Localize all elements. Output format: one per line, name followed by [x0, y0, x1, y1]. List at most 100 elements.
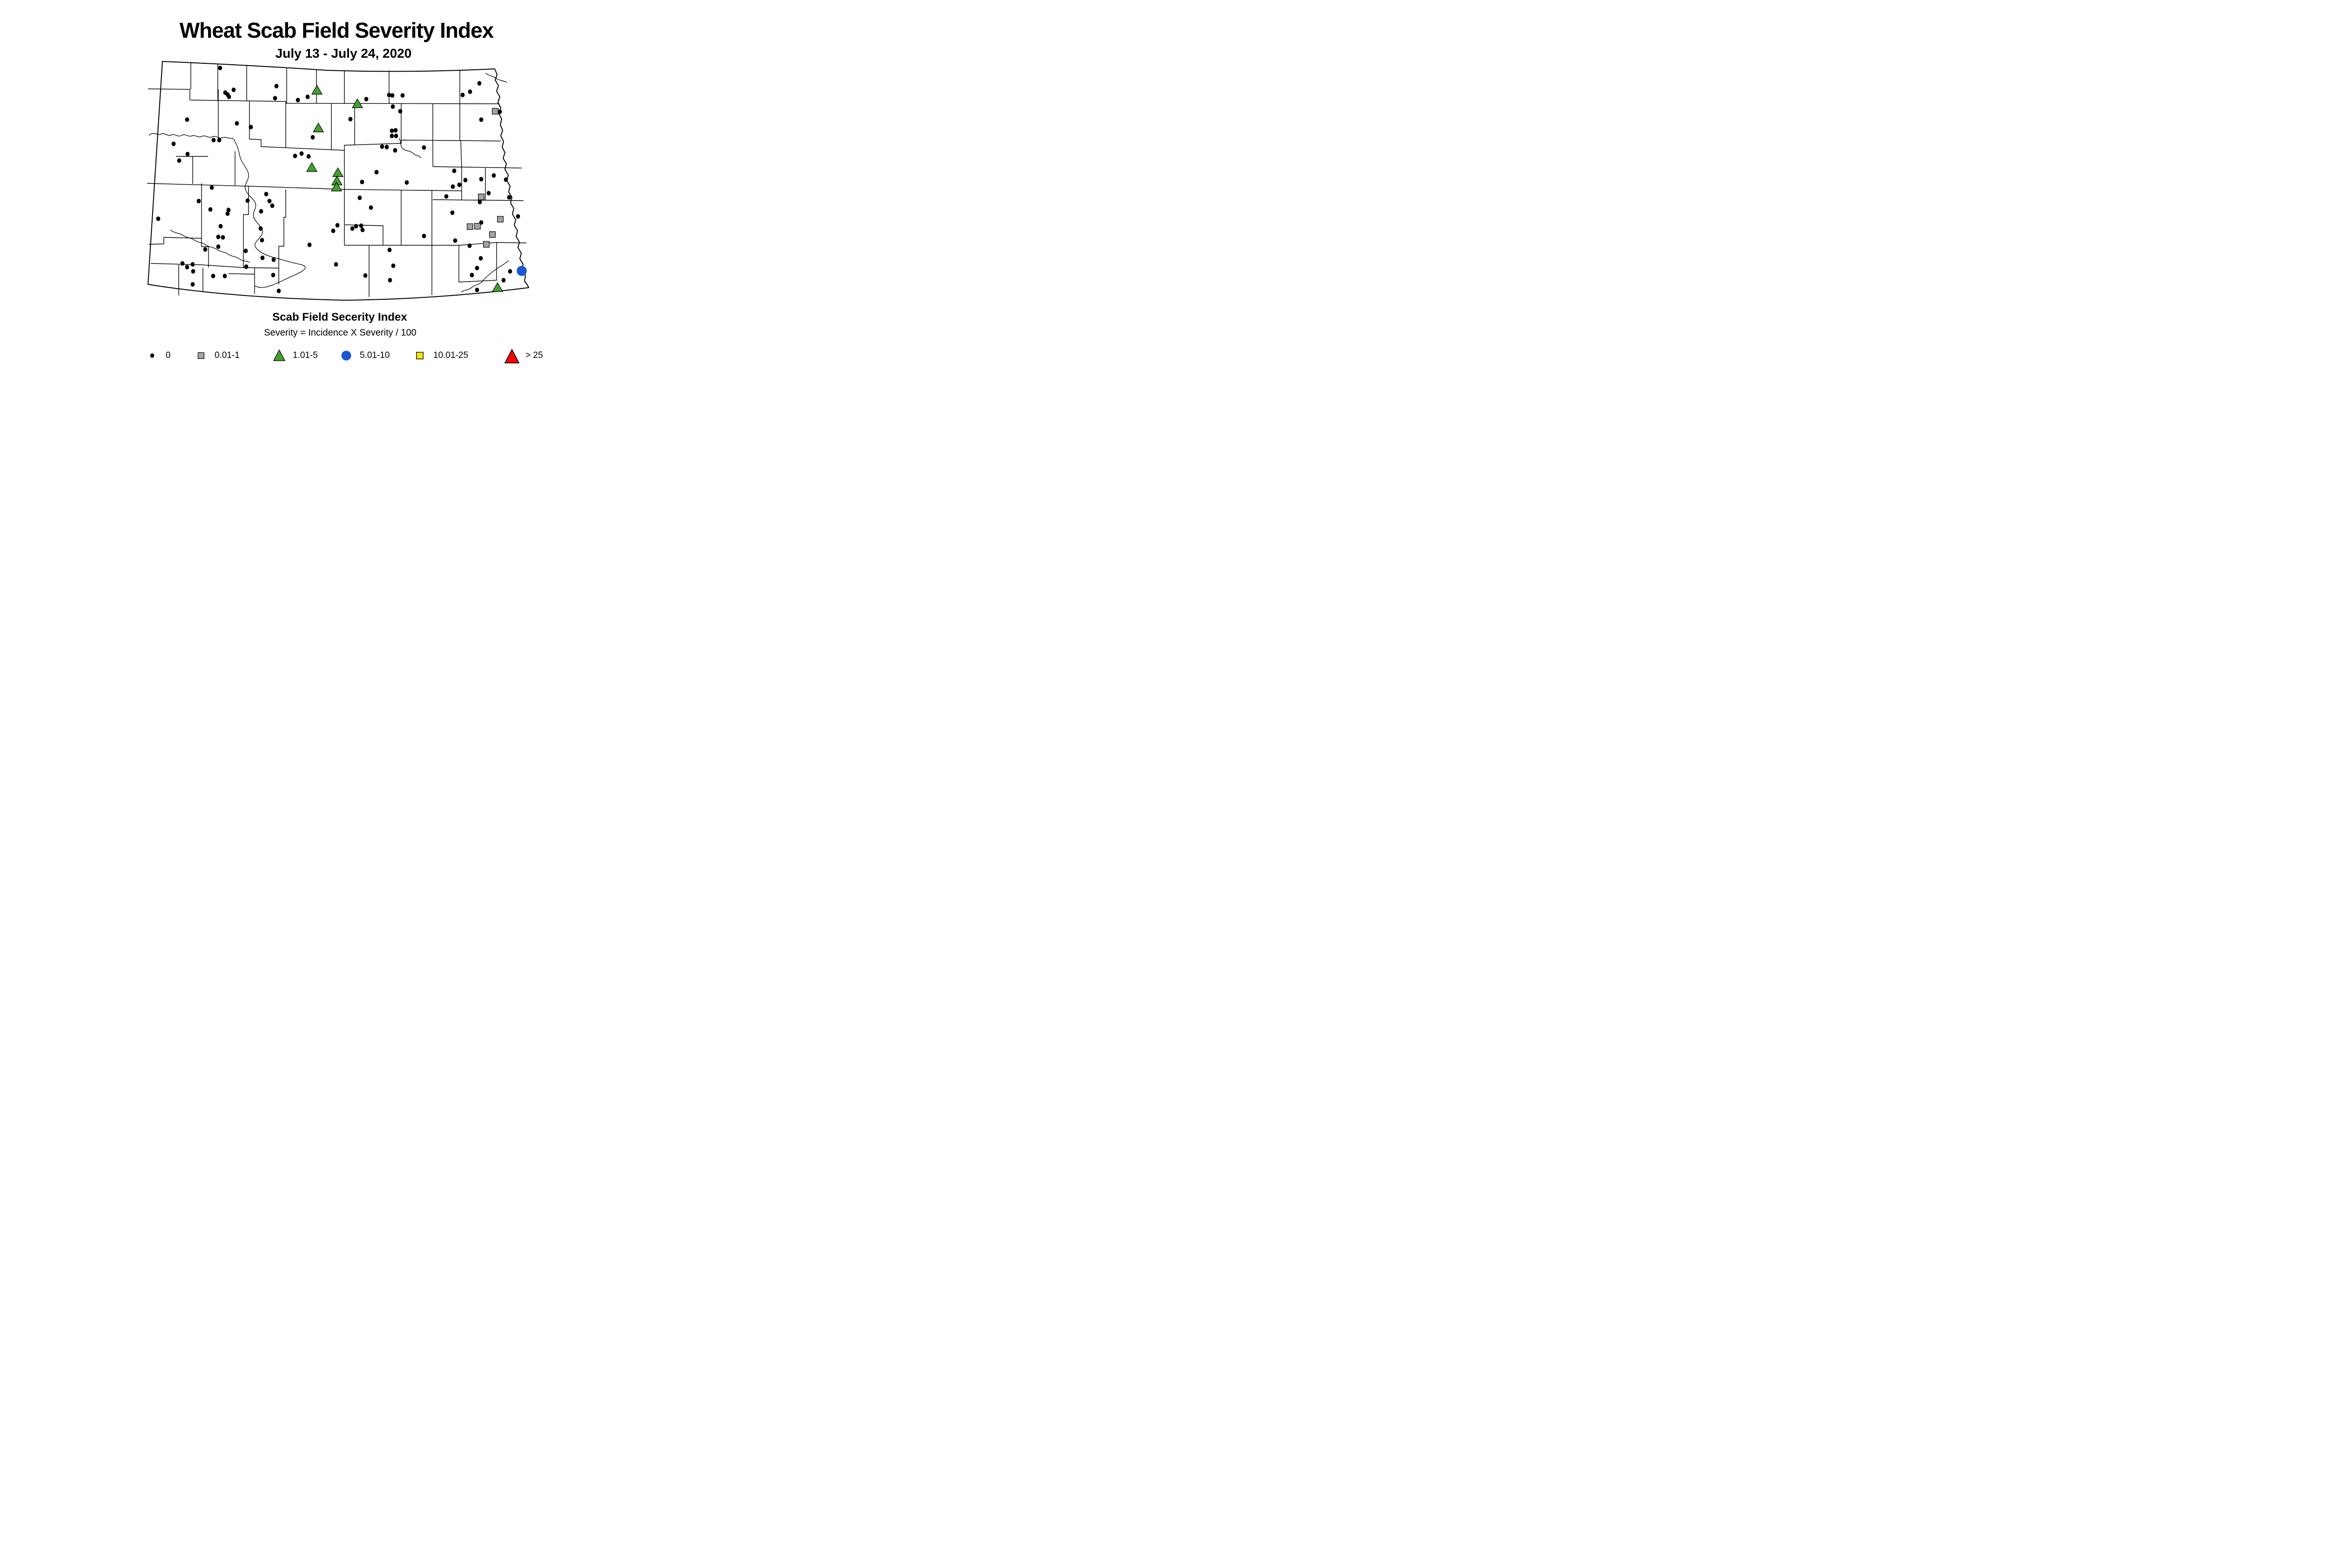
- marker-dot-0: [310, 135, 315, 140]
- marker-dot-0: [498, 109, 502, 114]
- marker-dot-0: [258, 226, 263, 231]
- marker-dot-0: [177, 158, 182, 163]
- legend-triangle-icon: [273, 349, 286, 361]
- marker-dot-0: [267, 199, 272, 203]
- legend-item-1.01-5: 1.01-5: [271, 346, 318, 365]
- legend-row: 0 0.01-1 1.01-5 5.01-10 10.01-25 > 25: [0, 346, 730, 365]
- marker-dot-0: [422, 145, 426, 150]
- marker-layer: [156, 66, 527, 293]
- marker-dot-0: [216, 244, 221, 249]
- marker-dot-0: [225, 211, 230, 216]
- marker-dot-0: [393, 148, 397, 153]
- marker-dot-0: [235, 121, 239, 126]
- legend-item-label: 5.01-10: [360, 350, 390, 360]
- marker-dot-0: [259, 209, 263, 214]
- legend-heading: Scab Field Secerity Index: [272, 311, 407, 323]
- marker-dot-0: [451, 184, 455, 189]
- river-line: [461, 260, 509, 293]
- marker-dot-0: [478, 256, 483, 261]
- marker-dot-0: [196, 199, 201, 203]
- marker-dot-0: [479, 117, 484, 122]
- marker-dot-0: [260, 256, 265, 260]
- legend-item-label: 0.01-1: [215, 350, 240, 360]
- marker-dot-0: [374, 170, 379, 175]
- legend-item-label: 0: [166, 350, 171, 360]
- marker-dot-0: [457, 182, 462, 187]
- county-line: [147, 183, 462, 191]
- marker-triangle-1.01-5: [332, 167, 344, 177]
- marker-square-0.01-1: [497, 216, 504, 222]
- marker-dot-0: [296, 98, 300, 102]
- marker-dot-0: [508, 269, 512, 274]
- marker-dot-0: [363, 273, 368, 278]
- river-line: [485, 73, 507, 83]
- county-line: [278, 189, 286, 284]
- marker-dot-0: [180, 261, 185, 266]
- marker-triangle-1.01-5: [312, 122, 324, 133]
- marker-triangle-1.01-5: [351, 98, 363, 108]
- marker-dot-0: [475, 288, 479, 292]
- marker-triangle-1.01-5: [306, 162, 318, 172]
- marker-dot-0: [516, 214, 520, 219]
- marker-dot-0: [387, 93, 391, 97]
- marker-dot-0: [486, 191, 491, 195]
- county-line: [150, 263, 279, 269]
- marker-dot-0: [244, 264, 249, 269]
- marker-dot-0: [470, 273, 474, 277]
- marker-dot-0: [501, 278, 506, 283]
- marker-dot-0: [208, 207, 213, 212]
- marker-dot-0: [218, 66, 222, 70]
- marker-square-0.01-1: [478, 194, 484, 200]
- county-line: [249, 139, 501, 151]
- marker-dot-0: [384, 145, 389, 149]
- river-line: [232, 138, 306, 288]
- county-line: [148, 237, 202, 245]
- marker-square-0.01-1: [492, 108, 498, 114]
- marker-dot-0: [390, 134, 394, 138]
- marker-square-0.01-1: [474, 223, 481, 229]
- marker-dot-0: [211, 138, 216, 142]
- marker-dot-0: [460, 93, 465, 97]
- marker-dot-0: [185, 265, 189, 269]
- marker-dot-0: [387, 248, 392, 252]
- marker-dot-0: [475, 266, 479, 270]
- marker-dot-0: [422, 234, 426, 238]
- marker-dot-0: [331, 229, 336, 233]
- marker-dot-0: [491, 173, 496, 178]
- marker-dot-0: [203, 247, 208, 252]
- legend-item-10.01-25: 10.01-25: [412, 346, 468, 365]
- marker-dot-0: [450, 210, 455, 215]
- marker-dot-0: [245, 198, 250, 203]
- marker-dot-0: [293, 154, 297, 158]
- marker-square-0.01-1: [483, 241, 490, 248]
- marker-dot-0: [394, 134, 398, 138]
- marker-dot-0: [388, 278, 392, 283]
- marker-dot-0: [305, 94, 310, 99]
- marker-dot-0: [271, 273, 276, 277]
- legend-circle-icon: [341, 350, 351, 361]
- marker-dot-0: [307, 242, 312, 247]
- marker-dot-0: [398, 109, 403, 114]
- marker-dot-0: [369, 205, 373, 210]
- county-line: [460, 140, 462, 168]
- marker-dot-0: [190, 262, 195, 267]
- legend-dot-icon: [150, 353, 155, 358]
- marker-dot-0: [211, 274, 215, 278]
- marker-dot-0: [156, 216, 161, 221]
- marker-dot-0: [453, 238, 457, 243]
- marker-dot-0: [350, 226, 355, 231]
- legend-square-icon: [416, 352, 424, 359]
- county-line: [432, 199, 524, 201]
- marker-dot-0: [467, 243, 472, 248]
- page-title: Wheat Scab Field Severity Index: [179, 18, 494, 42]
- marker-dot-0: [226, 208, 231, 212]
- county-line: [201, 183, 209, 268]
- marker-dot-0: [348, 117, 353, 121]
- legend-formula: Severity = Incidence X Severity / 100: [264, 328, 417, 338]
- legend-item-label: 1.01-5: [293, 350, 318, 360]
- marker-dot-0: [171, 141, 176, 146]
- legend-triangle-icon: [504, 349, 520, 363]
- marker-dot-0: [334, 262, 338, 267]
- marker-dot-0: [444, 194, 449, 199]
- legend-item-label: 10.01-25: [433, 350, 469, 360]
